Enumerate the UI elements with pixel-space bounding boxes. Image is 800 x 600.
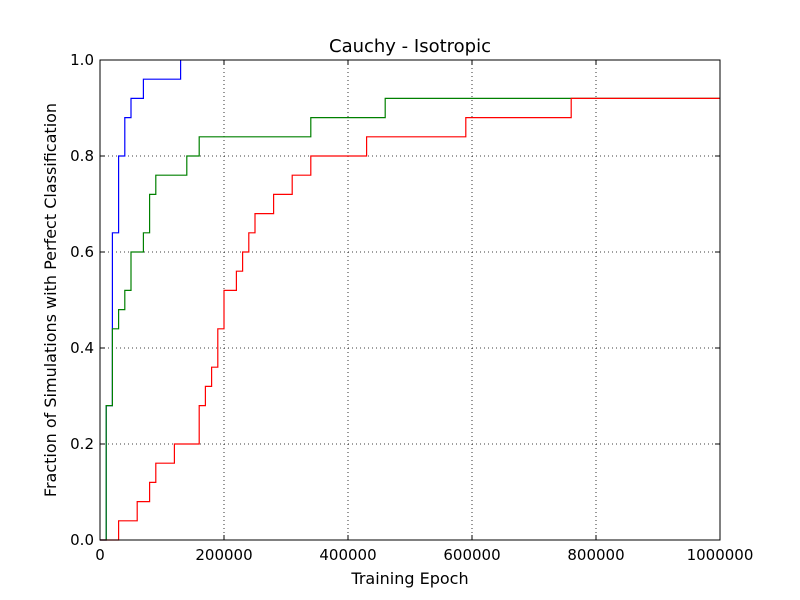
ticks (99, 59, 721, 541)
y-tick-label: 0.2 (70, 435, 94, 453)
plot-frame (99, 59, 721, 541)
series-line-2 (100, 97, 720, 541)
y-tick-label: 0.0 (70, 531, 94, 549)
y-axis-label: Fraction of Simulations with Perfect Cla… (41, 103, 60, 497)
series-line-1 (100, 60, 182, 541)
x-tick-label: 0 (95, 546, 105, 564)
tick-labels: 0 200000 400000 600000 800000 1000000 0.0 0.2 0.… (70, 51, 753, 564)
x-tick-label: 1000000 (687, 546, 754, 564)
x-axis-label: Training Epoch (350, 569, 468, 588)
x-tick-label: 200000 (195, 546, 252, 564)
x-tick-label: 600000 (443, 546, 500, 564)
chart-title: Cauchy - Isotropic (329, 36, 491, 57)
x-tick-label: 400000 (319, 546, 376, 564)
plot-series (100, 60, 720, 541)
y-tick-label: 0.4 (70, 339, 94, 357)
grid (100, 60, 720, 540)
y-tick-label: 1.0 (70, 51, 94, 69)
y-tick-label: 0.8 (70, 147, 94, 165)
series-line-3 (100, 97, 720, 541)
x-tick-label: 800000 (567, 546, 624, 564)
y-tick-label: 0.6 (70, 243, 94, 261)
